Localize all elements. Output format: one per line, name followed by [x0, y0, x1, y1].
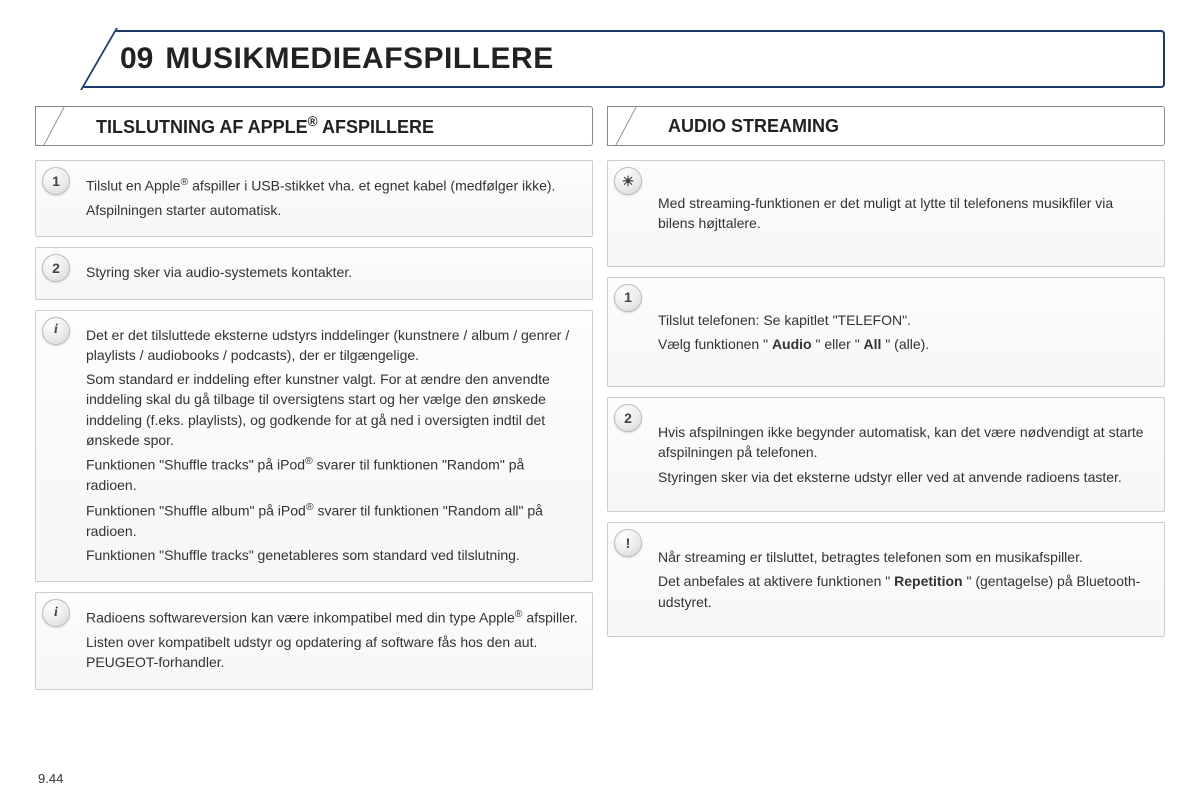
- step-text: Styringen sker via det eksterne udstyr e…: [658, 467, 1150, 487]
- bold-text: Audio: [772, 336, 812, 352]
- text-fragment: afspiller.: [523, 610, 578, 626]
- tip-badge: ☀: [614, 167, 642, 195]
- text-fragment: Vælg funktionen ": [658, 336, 772, 352]
- subtitle-pre: TILSLUTNING AF APPLE: [96, 117, 308, 137]
- right-step-2: 2 Hvis afspilningen ikke begynder automa…: [607, 397, 1165, 512]
- left-step-1: 1 Tilslut en Apple® afspiller i USB-stik…: [35, 160, 593, 237]
- info-badge: i: [42, 599, 70, 627]
- warning-text: Når streaming er tilsluttet, betragtes t…: [658, 547, 1150, 567]
- info-text: Funktionen "Shuffle album" på iPod® svar…: [86, 500, 578, 541]
- left-info-1: i Det er det tilsluttede eksterne udstyr…: [35, 310, 593, 583]
- subtitle-post: AFSPILLERE: [318, 117, 434, 137]
- right-subtitle: AUDIO STREAMING: [668, 116, 839, 137]
- step-text: Tilslut telefonen: Se kapitlet "TELEFON"…: [658, 310, 1150, 330]
- right-column: AUDIO STREAMING ☀ Med streaming-funktion…: [607, 106, 1165, 700]
- left-subheader: TILSLUTNING AF APPLE® AFSPILLERE: [35, 106, 593, 146]
- right-step-1: 1 Tilslut telefonen: Se kapitlet "TELEFO…: [607, 277, 1165, 388]
- text-fragment: " eller ": [812, 336, 864, 352]
- left-step-2: 2 Styring sker via audio-systemets konta…: [35, 247, 593, 299]
- text-fragment: Funktionen "Shuffle album" på iPod: [86, 502, 306, 518]
- text-fragment: Tilslut en Apple: [86, 178, 180, 194]
- info-text: Listen over kompatibelt udstyr og opdate…: [86, 632, 578, 673]
- text-fragment: Funktionen "Shuffle tracks" på iPod: [86, 457, 305, 473]
- bold-text: All: [864, 336, 882, 352]
- text-fragment: Det anbefales at aktivere funktionen ": [658, 573, 894, 589]
- content-columns: TILSLUTNING AF APPLE® AFSPILLERE 1 Tilsl…: [35, 106, 1165, 700]
- tip-text: Med streaming-funktionen er det muligt a…: [658, 193, 1150, 234]
- info-text: Det er det tilsluttede eksterne udstyrs …: [86, 325, 578, 366]
- registered-symbol: ®: [306, 501, 314, 513]
- registered-symbol: ®: [308, 114, 318, 129]
- info-text: Som standard er inddeling efter kunstner…: [86, 369, 578, 450]
- header-text: 09 MUSIKMEDIEAFSPILLERE: [120, 30, 554, 88]
- chapter-number: 09: [120, 42, 153, 76]
- step-text: Vælg funktionen " Audio " eller " All " …: [658, 334, 1150, 354]
- step-badge-1: 1: [42, 167, 70, 195]
- registered-symbol: ®: [305, 455, 313, 467]
- warning-text: Det anbefales at aktivere funktionen " R…: [658, 571, 1150, 612]
- chapter-title: MUSIKMEDIEAFSPILLERE: [165, 42, 553, 76]
- text-fragment: " (alle).: [881, 336, 929, 352]
- info-badge: i: [42, 317, 70, 345]
- chapter-header: 09 MUSIKMEDIEAFSPILLERE: [35, 30, 1165, 88]
- step-badge-2: 2: [42, 254, 70, 282]
- subheader-notch: [607, 106, 638, 146]
- registered-symbol: ®: [515, 608, 523, 620]
- left-column: TILSLUTNING AF APPLE® AFSPILLERE 1 Tilsl…: [35, 106, 593, 700]
- step-text: Styring sker via audio-systemets kontakt…: [86, 262, 578, 282]
- left-info-2: i Radioens softwareversion kan være inko…: [35, 592, 593, 690]
- text-fragment: afspiller i USB-stikket vha. et egnet ka…: [188, 178, 555, 194]
- right-tip: ☀ Med streaming-funktionen er det muligt…: [607, 160, 1165, 267]
- warning-badge: !: [614, 529, 642, 557]
- info-text: Radioens softwareversion kan være inkomp…: [86, 607, 578, 628]
- step-text: Afspilningen starter automatisk.: [86, 200, 578, 220]
- text-fragment: Radioens softwareversion kan være inkomp…: [86, 610, 515, 626]
- info-text: Funktionen "Shuffle tracks" på iPod® sva…: [86, 454, 578, 495]
- right-warning: ! Når streaming er tilsluttet, betragtes…: [607, 522, 1165, 637]
- step-badge-1: 1: [614, 284, 642, 312]
- subheader-notch: [35, 106, 66, 146]
- right-subheader: AUDIO STREAMING: [607, 106, 1165, 146]
- step-text: Hvis afspilningen ikke begynder automati…: [658, 422, 1150, 463]
- left-subtitle: TILSLUTNING AF APPLE® AFSPILLERE: [96, 114, 434, 138]
- step-text: Tilslut en Apple® afspiller i USB-stikke…: [86, 175, 578, 196]
- step-badge-2: 2: [614, 404, 642, 432]
- page-number: 9.44: [38, 771, 63, 786]
- bold-text: Repetition: [894, 573, 962, 589]
- info-text: Funktionen "Shuffle tracks" genetableres…: [86, 545, 578, 565]
